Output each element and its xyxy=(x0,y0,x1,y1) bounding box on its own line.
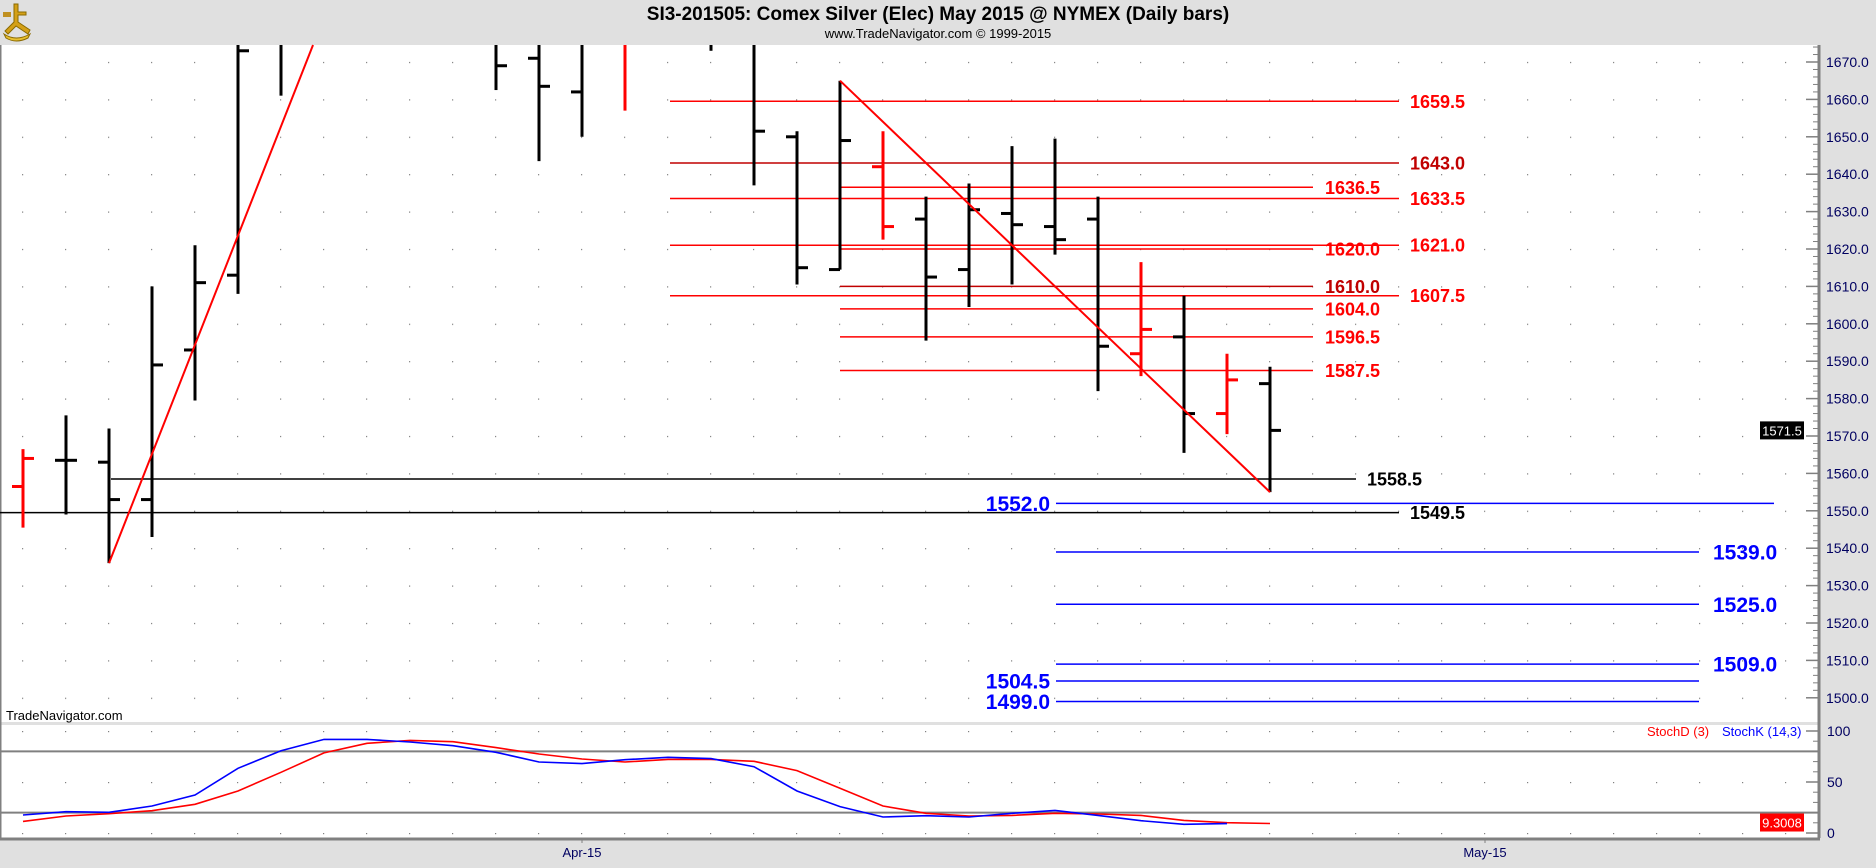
level-label: 1558.5 xyxy=(1367,469,1422,489)
level-label: 1509.0 xyxy=(1713,654,1777,677)
stochastic-series-line xyxy=(22,738,1228,826)
level-label: 1549.5 xyxy=(1410,503,1465,523)
price-axis-label: 1520.0 xyxy=(1826,615,1869,631)
stochastic-legend-k: StochK (14,3) xyxy=(1722,724,1802,739)
axes: 1500.0 1510.0 1520.0 1530.0 1540.0 1550.0 1560… xyxy=(562,46,1869,860)
price-bar xyxy=(786,131,808,285)
trendline xyxy=(839,79,1271,493)
level-label: 1604.0 xyxy=(1325,299,1380,319)
price-axis-label: 1660.0 xyxy=(1826,91,1869,107)
chart-title: SI3-201505: Comex Silver (Elec) May 2015… xyxy=(647,4,1229,25)
trendline xyxy=(108,44,314,564)
price-bar xyxy=(227,45,249,294)
stochastic-grid-dots xyxy=(0,725,1818,838)
price-axis-label: 1530.0 xyxy=(1826,578,1869,594)
stochastic-axis-label: 50 xyxy=(1827,774,1843,790)
stochastic-axis-label: 0 xyxy=(1827,825,1835,841)
price-bar xyxy=(872,131,894,240)
price-axis-label: 1620.0 xyxy=(1826,241,1869,257)
price-bar xyxy=(571,45,584,137)
level-label: 1504.5 xyxy=(986,671,1051,694)
stochastic-series-line xyxy=(22,739,1271,825)
stochastic-last-value-label: 9.3008 xyxy=(1762,816,1802,831)
price-bar xyxy=(494,45,507,91)
price-bar xyxy=(1087,196,1109,392)
stochastic-last-value-box xyxy=(1760,813,1804,832)
level-label: 1525.0 xyxy=(1713,594,1777,617)
price-plot: 1659.5 1643.0 1636.5 1633.5 1621.0 1620.0 1610… xyxy=(0,44,1777,714)
last-price-box xyxy=(1760,421,1804,440)
price-bar xyxy=(915,196,937,341)
price-bar xyxy=(1216,353,1238,435)
price-axis-label: 1630.0 xyxy=(1826,204,1869,220)
stochastic-axis-label: 100 xyxy=(1827,723,1851,739)
logo xyxy=(2,3,32,42)
price-axis-label: 1600.0 xyxy=(1826,316,1869,332)
level-label: 1499.0 xyxy=(986,691,1050,714)
price-bar xyxy=(528,45,550,162)
price-axis-label: 1580.0 xyxy=(1826,391,1869,407)
price-bar xyxy=(1044,138,1066,255)
level-label: 1659.5 xyxy=(1410,92,1465,112)
price-bar xyxy=(1130,262,1152,377)
level-label: 1621.0 xyxy=(1410,236,1465,256)
price-axis-label: 1500.0 xyxy=(1826,690,1869,706)
price-axis-label: 1590.0 xyxy=(1826,353,1869,369)
price-bar xyxy=(1259,366,1281,493)
price-axis-label: 1670.0 xyxy=(1826,54,1869,70)
price-axis-label: 1610.0 xyxy=(1826,278,1869,294)
price-axis-label: 1570.0 xyxy=(1826,428,1869,444)
price-bar xyxy=(1001,146,1023,285)
price-bar xyxy=(55,415,77,515)
price-bar xyxy=(141,286,163,537)
price-bar xyxy=(1173,295,1195,453)
time-axis-label: May-15 xyxy=(1463,845,1506,860)
price-axis-label: 1560.0 xyxy=(1826,465,1869,481)
price-axis-label: 1540.0 xyxy=(1826,540,1869,556)
price-axis-label: 1650.0 xyxy=(1826,129,1869,145)
level-label: 1610.0 xyxy=(1325,277,1380,297)
level-label: 1636.5 xyxy=(1325,178,1380,198)
price-bar xyxy=(829,80,851,272)
last-price-label: 1571.5 xyxy=(1762,423,1802,438)
level-label: 1620.0 xyxy=(1325,239,1380,259)
level-label: 1539.0 xyxy=(1713,542,1777,565)
level-label: 1607.5 xyxy=(1410,286,1465,306)
price-bar xyxy=(98,428,120,564)
price-bar xyxy=(752,45,765,186)
level-label: 1643.0 xyxy=(1410,153,1465,173)
level-label: 1633.5 xyxy=(1410,189,1465,209)
stochastic-legend-d: StochD (3) xyxy=(1647,724,1709,739)
time-axis-label: Apr-15 xyxy=(562,845,601,860)
price-bar xyxy=(12,449,34,528)
sextant-logo-icon xyxy=(2,3,32,42)
chart-subtitle: www.TradeNavigator.com © 1999-2015 xyxy=(824,26,1052,41)
level-label: 1587.5 xyxy=(1325,361,1380,381)
price-axis-label: 1640.0 xyxy=(1826,166,1869,182)
price-grid-dots xyxy=(0,45,1818,722)
level-label: 1596.5 xyxy=(1325,327,1380,347)
watermark-text: TradeNavigator.com xyxy=(6,708,123,723)
level-label: 1552.0 xyxy=(986,493,1050,516)
price-axis-label: 1510.0 xyxy=(1826,652,1869,668)
stochastic-plot: StochD (3) StochK (14,3) xyxy=(0,724,1818,826)
price-axis-label: 1550.0 xyxy=(1826,503,1869,519)
